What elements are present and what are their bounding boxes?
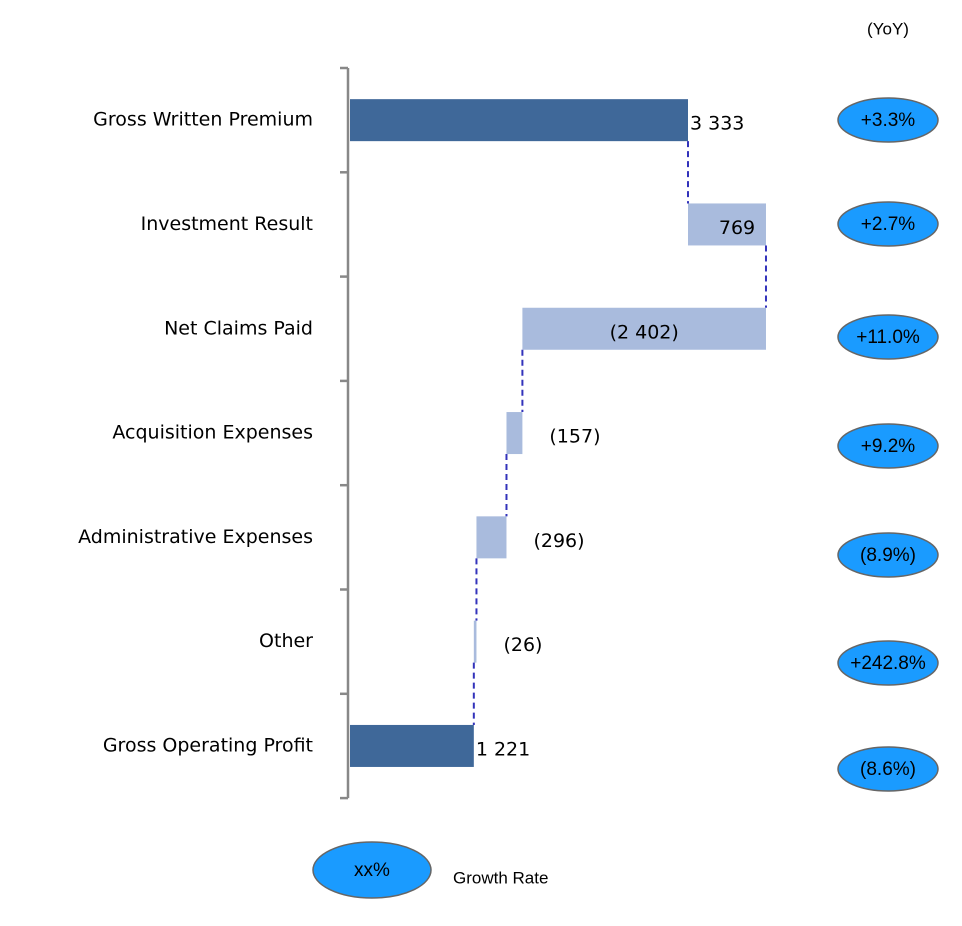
x-tick-label: Acquisition Expenses [112, 422, 313, 444]
value-label: 3 333 [690, 113, 744, 135]
bar [350, 724, 474, 767]
value-label: (157) [549, 426, 600, 448]
growth-bubble [837, 314, 939, 360]
x-tick-label: Gross Operating Profit [103, 734, 313, 756]
bar [506, 412, 523, 455]
x-tick-label: Investment Result [141, 213, 313, 235]
bar [522, 307, 766, 350]
value-label: (296) [533, 530, 584, 552]
x-tick-label: Net Claims Paid [164, 317, 313, 339]
bar [476, 516, 507, 559]
growth-bubble [837, 746, 939, 792]
growth-bubble [837, 201, 939, 247]
x-tick-label: Gross Written Premium [93, 109, 313, 131]
growth-label: (8.9%) [860, 545, 916, 566]
growth-label: +2.7% [861, 214, 916, 235]
growth-bubble [837, 423, 939, 469]
growth-label: (8.6%) [860, 759, 916, 780]
value-label: 769 [719, 217, 755, 239]
legend-label: Growth Rate [453, 868, 548, 887]
value-label: (2 402) [610, 321, 679, 343]
growth-bubble [837, 97, 939, 143]
growth-bubble [837, 640, 939, 686]
legend-symbol [312, 841, 432, 899]
x-tick-label: Administrative Expenses [78, 526, 313, 548]
growth-label: +9.2% [861, 436, 916, 457]
value-label: 1 221 [476, 738, 530, 760]
bar [473, 620, 477, 663]
legend-symbol-text: xx% [354, 860, 390, 881]
yoy-header: (YoY) [867, 19, 909, 38]
bar [688, 203, 766, 246]
x-tick-label: Other [259, 630, 313, 652]
bar [350, 99, 688, 142]
growth-bubble [837, 532, 939, 578]
growth-label: +242.8% [850, 653, 926, 674]
value-label: (26) [503, 634, 542, 656]
growth-label: +11.0% [856, 327, 920, 348]
growth-label: +3.3% [861, 110, 916, 131]
